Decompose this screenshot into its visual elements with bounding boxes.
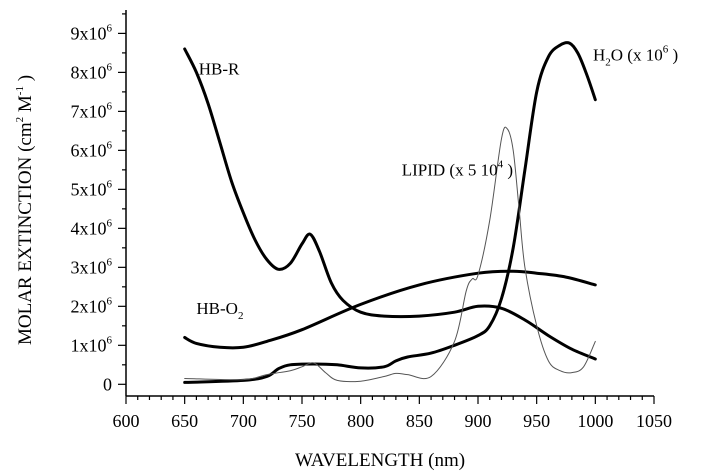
axes xyxy=(125,10,654,397)
x-tick-label: 900 xyxy=(465,411,492,431)
y-tick-label: 1x106 xyxy=(71,334,113,355)
x-tick-label: 800 xyxy=(347,411,374,431)
y-tick-label: 3x106 xyxy=(71,256,113,277)
y-tick-label: 5x106 xyxy=(71,178,113,199)
series-label-hb-o2: HB-O2 xyxy=(196,299,243,322)
series-lines xyxy=(183,41,597,384)
x-tick-label: 850 xyxy=(406,411,433,431)
y-ticks: 0 1x106 2x106 3x106 4x106 5x106 6x106 7x106 8x10… xyxy=(71,13,126,394)
x-tick-label: 750 xyxy=(289,411,316,431)
y-tick-label: 0 xyxy=(103,374,112,394)
y-tick-label: 6x106 xyxy=(71,139,113,160)
series-label-lipid-x-5-10-4: LIPID (x 5 104 ) xyxy=(402,159,513,180)
series-label-hb-r: HB-R xyxy=(199,59,240,78)
x-tick-label: 1000 xyxy=(577,411,613,431)
series-line-hb-r xyxy=(183,47,597,361)
series-line-hb-o2 xyxy=(183,269,597,350)
x-ticks: 600 650 700 750 800 850 900 950 1000 1050 xyxy=(113,396,672,431)
y-tick-label: 8x106 xyxy=(71,61,113,82)
series-line-lipid-x-5-10-4 xyxy=(184,126,596,383)
x-tick-label: 1050 xyxy=(636,411,672,431)
y-tick-label: 2x106 xyxy=(71,295,113,316)
y-axis-title: MOLAR EXTINCTION (cm2 M-1 ) xyxy=(14,75,36,345)
y-tick-label: 7x106 xyxy=(71,100,113,121)
series-label-h2o-x-10-6: H2O (x 106 ) xyxy=(593,44,678,69)
series-labels: HB-R HB-O2 H2O (x 106 ) LIPID (x 5 104 ) xyxy=(196,44,678,322)
x-tick-label: 600 xyxy=(113,411,140,431)
x-tick-label: 650 xyxy=(171,411,198,431)
series-line-h2o-x-10-6 xyxy=(183,41,597,384)
x-axis-title: WAVELENGTH (nm) xyxy=(295,450,465,471)
x-tick-label: 700 xyxy=(230,411,257,431)
x-tick-label: 950 xyxy=(523,411,550,431)
y-tick-label: 4x106 xyxy=(71,217,113,238)
y-tick-label: 9x106 xyxy=(71,22,113,43)
